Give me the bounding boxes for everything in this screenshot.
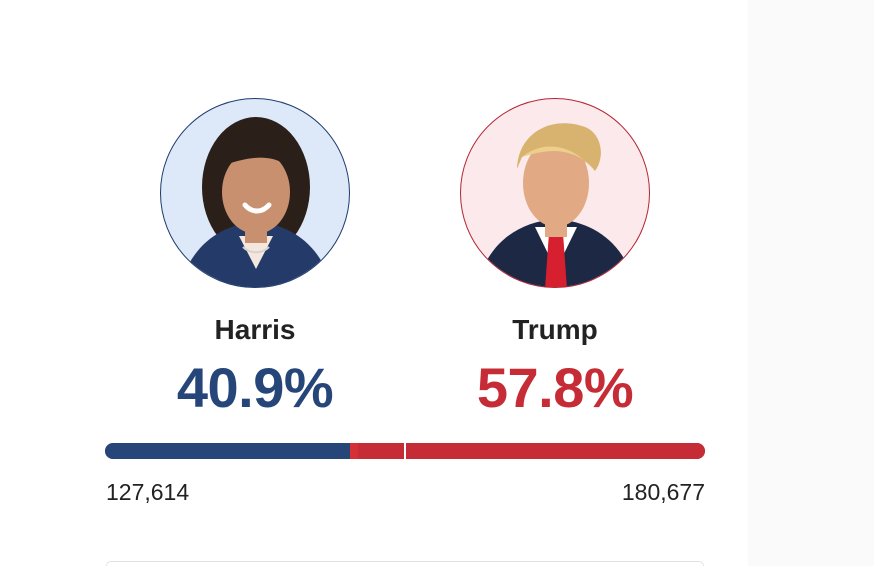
majority-marker [404,443,406,459]
harris-percent: 40.9% [176,356,334,419]
harris-vote-count: 127,614 [106,479,190,505]
harris-share-bar [105,443,351,459]
trump-avatar [460,98,650,288]
trump-percent: 57.8% [476,356,634,419]
trump-share-bar [358,443,705,459]
vote-share-bar [105,443,705,459]
harris-name: Harris [214,314,296,345]
side-gutter [748,0,874,566]
trump-name: Trump [512,314,598,345]
candidate-trump: Trump 57.8% [455,98,655,416]
trump-vote-count: 180,677 [621,479,705,505]
next-card-edge [106,561,704,566]
candidate-harris: Harris 40.9% [155,98,355,416]
harris-avatar [160,98,350,288]
